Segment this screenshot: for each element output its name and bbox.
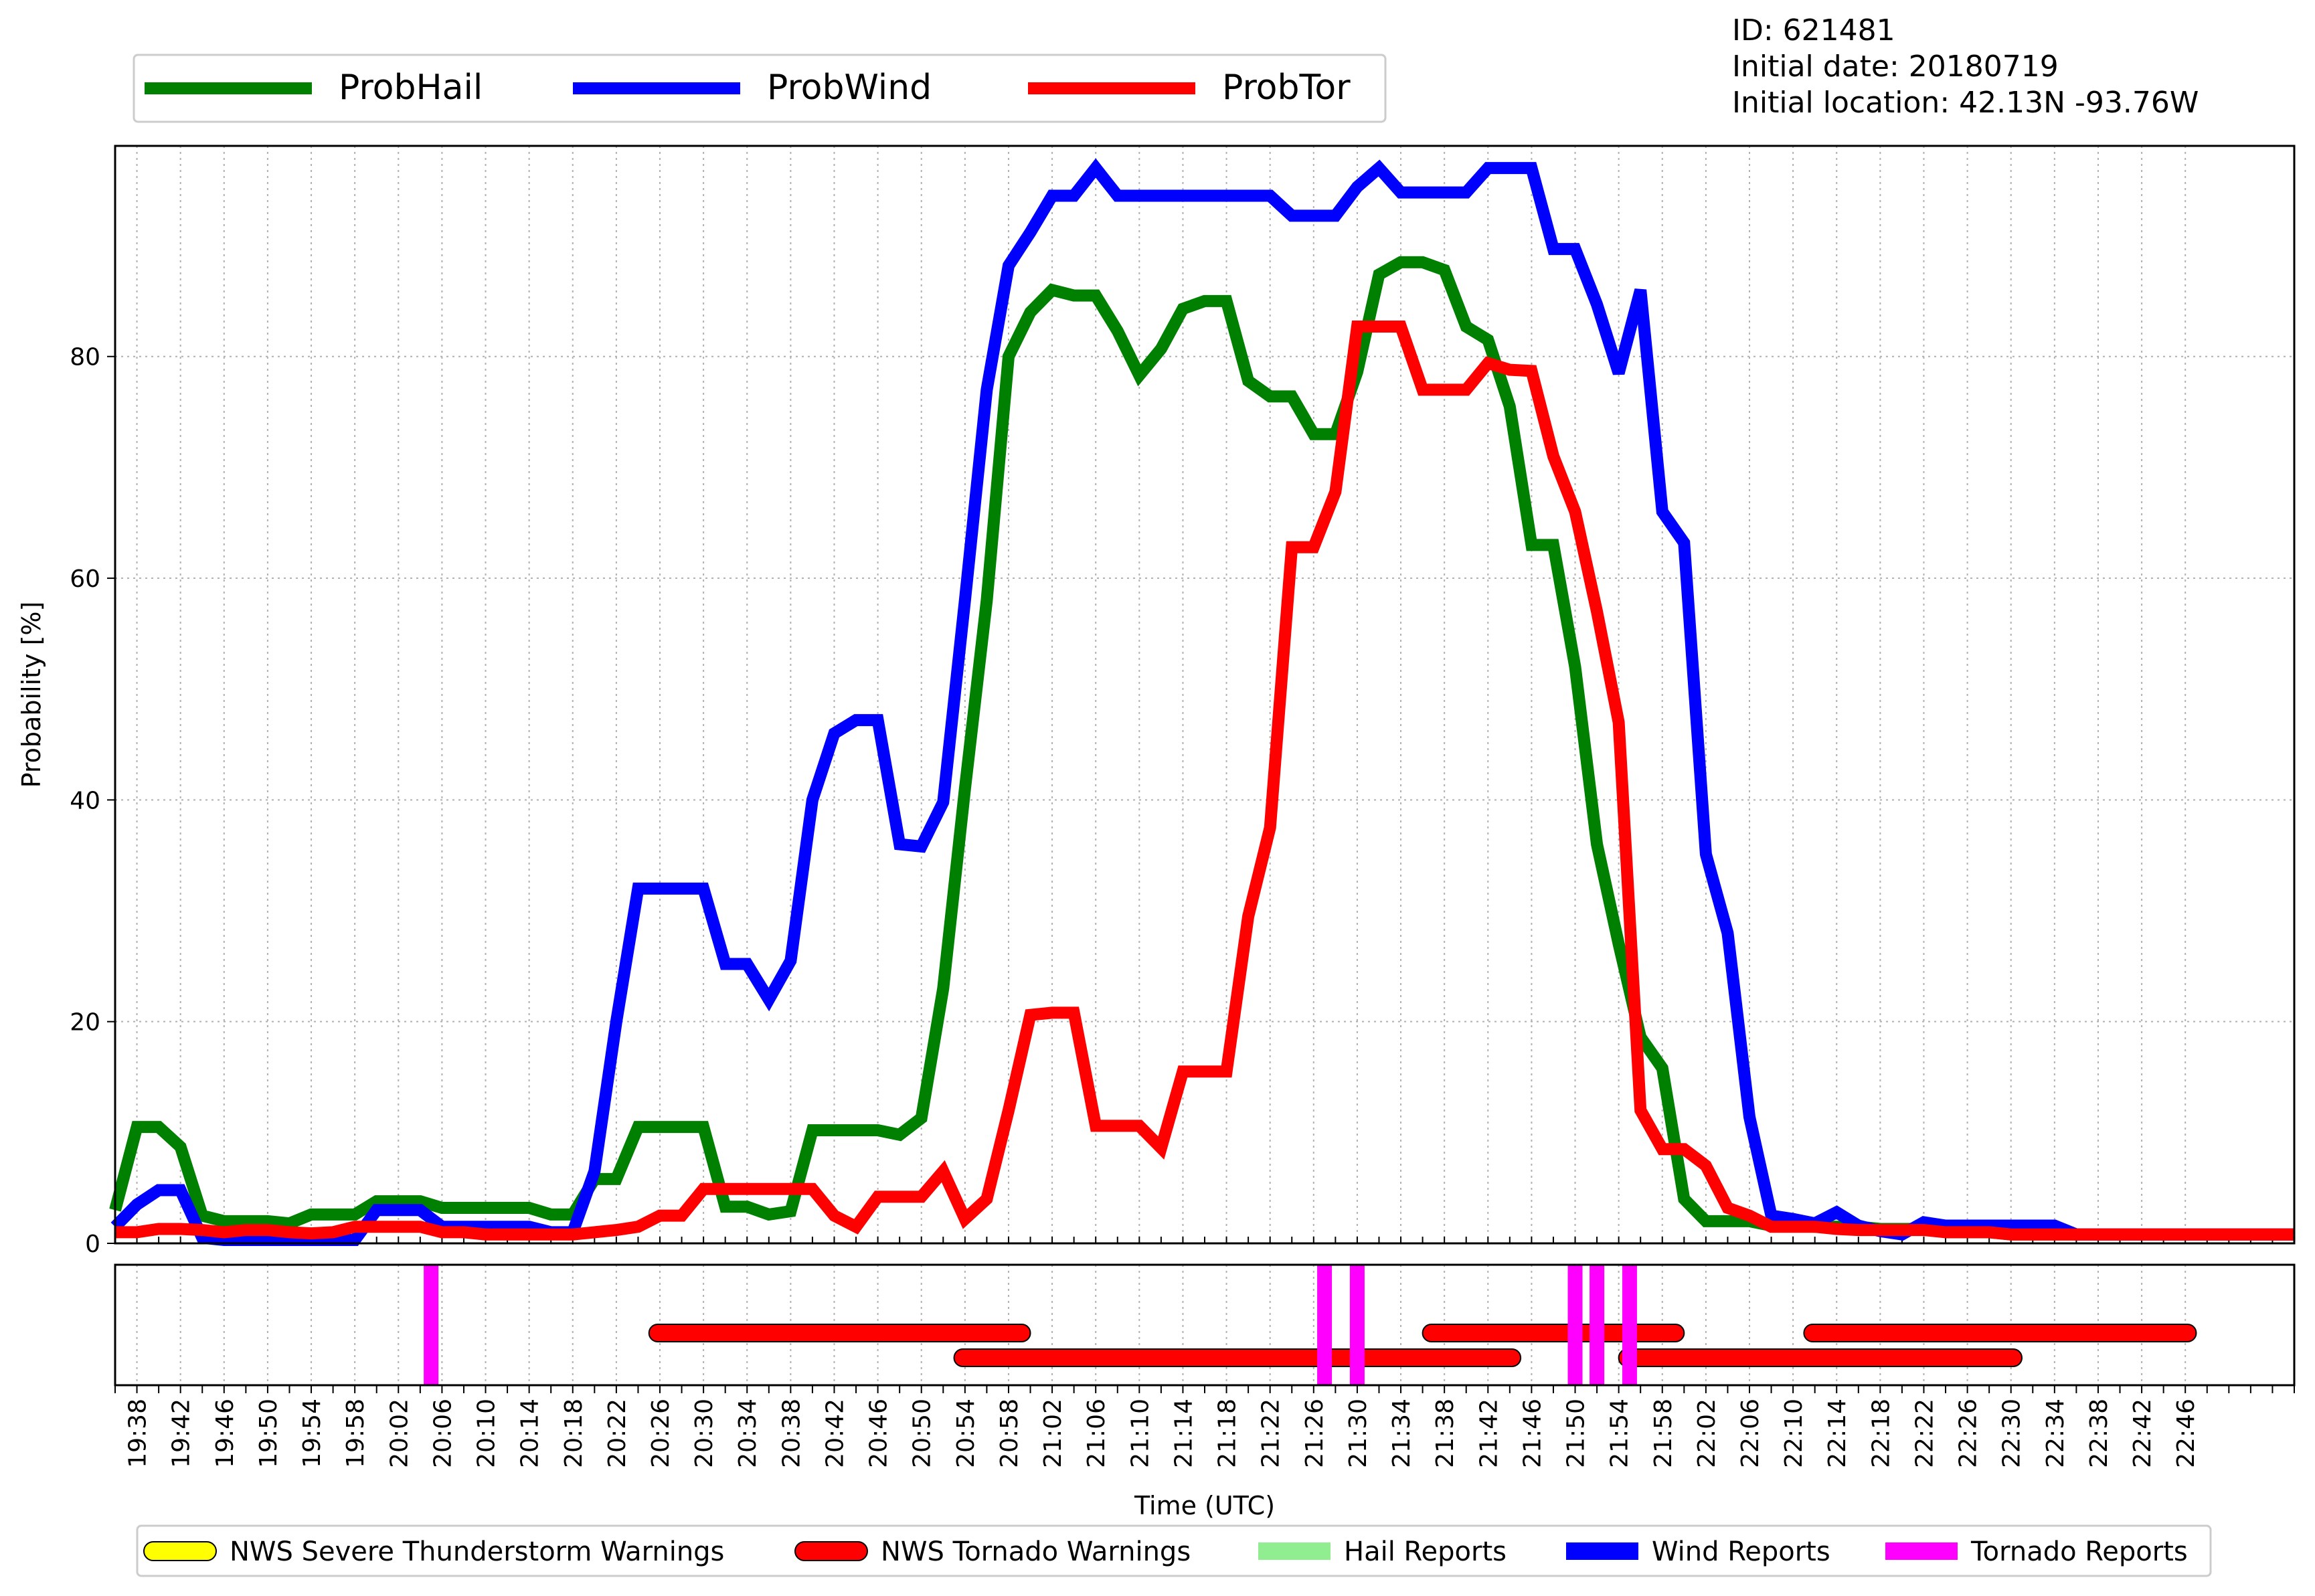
x-tick-label: 22:42 xyxy=(2129,1399,2156,1468)
y-tick-label: 0 xyxy=(85,1231,100,1258)
x-tick-label: 20:14 xyxy=(517,1399,544,1468)
legend-label-probtor: ProbTor xyxy=(1222,68,1351,108)
tornado-report-bar xyxy=(1349,1265,1365,1385)
x-tick-label: 20:02 xyxy=(385,1399,413,1468)
info-initial-date: Initial date: 20180719 xyxy=(1732,50,2059,84)
x-tick-label: 20:46 xyxy=(865,1399,893,1468)
info-initial-location: Initial location: 42.13N -93.76W xyxy=(1732,86,2199,120)
tornado-report-bar xyxy=(1622,1265,1637,1385)
legend-swatch-bar xyxy=(1885,1542,1958,1560)
tornado-warning-bar xyxy=(648,1324,1031,1342)
legend-label-probhail: ProbHail xyxy=(339,68,483,108)
tornado-report-bar xyxy=(424,1265,439,1385)
x-tick-label: 20:22 xyxy=(604,1399,631,1468)
x-tick-label: 21:42 xyxy=(1475,1399,1503,1468)
x-tick-label: 22:34 xyxy=(2042,1399,2069,1468)
x-tick-label: 21:58 xyxy=(1650,1399,1677,1468)
top-legend: ProbHail ProbWind ProbTor xyxy=(133,54,1387,123)
x-tick-label: 21:46 xyxy=(1519,1399,1546,1468)
x-tick-label: 20:42 xyxy=(821,1399,849,1468)
tornado-warning-bar xyxy=(1803,1324,2197,1342)
bottom-legend: NWS Severe Thunderstorm Warnings NWS Torn… xyxy=(136,1524,2212,1577)
top-plot-series xyxy=(109,158,2294,1246)
x-tick-label: 19:46 xyxy=(211,1399,239,1468)
x-tick-label: 20:30 xyxy=(691,1399,718,1468)
top-plot-frame xyxy=(114,145,2296,1245)
x-tick-label: 19:38 xyxy=(124,1399,152,1468)
y-tick-label: 40 xyxy=(70,787,100,814)
x-tick-label: 19:42 xyxy=(168,1399,195,1468)
legend-swatch-capsule xyxy=(143,1541,217,1561)
bottom-plot-events xyxy=(424,1265,2197,1385)
x-tick-label: 21:14 xyxy=(1170,1399,1197,1468)
x-tick-label: 21:50 xyxy=(1563,1399,1590,1468)
tornado-warning-bar xyxy=(1618,1348,2023,1367)
x-tick-label: 20:26 xyxy=(647,1399,675,1468)
x-tick-label: 22:38 xyxy=(2085,1399,2113,1468)
legend-swatch-bar xyxy=(1258,1542,1331,1560)
x-tick-label: 20:06 xyxy=(429,1399,456,1468)
y-axis: 0 20 40 60 80 xyxy=(70,344,115,1258)
legend-label-bottom: NWS Tornado Warnings xyxy=(881,1536,1191,1567)
legend-label-bottom: NWS Severe Thunderstorm Warnings xyxy=(230,1536,724,1567)
x-tick-label: 21:30 xyxy=(1345,1399,1372,1468)
x-tick-label: 20:38 xyxy=(778,1399,805,1468)
tornado-warning-bar xyxy=(953,1348,1522,1367)
legend-swatch-capsule xyxy=(794,1541,868,1561)
x-tick-label: 22:10 xyxy=(1780,1399,1808,1468)
x-tick-label: 21:10 xyxy=(1126,1399,1154,1468)
x-tick-label: 22:30 xyxy=(1998,1399,2026,1468)
x-tick-label: 22:06 xyxy=(1737,1399,1764,1468)
x-tick-label: 19:58 xyxy=(342,1399,369,1468)
x-tick-label: 19:54 xyxy=(298,1399,326,1468)
x-tick-label: 22:02 xyxy=(1693,1399,1721,1468)
tornado-report-bar xyxy=(1590,1265,1605,1385)
x-axis-label: Time (UTC) xyxy=(1134,1491,1275,1520)
x-tick-label: 21:06 xyxy=(1083,1399,1110,1468)
top-plot-grid xyxy=(114,146,2295,1244)
x-tick-label: 22:14 xyxy=(1824,1399,1851,1468)
legend-label-bottom: Hail Reports xyxy=(1344,1536,1507,1567)
x-tick-label: 20:50 xyxy=(909,1399,936,1468)
x-tick-label: 19:50 xyxy=(255,1399,282,1468)
series-line-probwind xyxy=(110,158,2294,1246)
x-tick-label: 22:22 xyxy=(1911,1399,1938,1468)
legend-label-bottom: Wind Reports xyxy=(1652,1536,1830,1567)
x-tick-label: 20:58 xyxy=(996,1399,1023,1468)
x-tick-label: 21:02 xyxy=(1039,1399,1067,1468)
y-tick-label: 20 xyxy=(70,1009,100,1037)
y-tick-label: 60 xyxy=(70,565,100,593)
y-axis-label: Probability [%] xyxy=(17,602,46,788)
x-tick-label: 21:38 xyxy=(1432,1399,1459,1468)
y-tick-label: 80 xyxy=(70,344,100,371)
x-tick-label: 20:34 xyxy=(734,1399,762,1468)
info-id: ID: 621481 xyxy=(1732,13,1895,48)
x-tick-label: 22:18 xyxy=(1867,1399,1895,1468)
x-tick-label: 20:10 xyxy=(473,1399,501,1468)
x-tick-label: 21:54 xyxy=(1606,1399,1634,1468)
bottom-legend-box xyxy=(136,1524,2212,1577)
x-tick-label: 21:34 xyxy=(1388,1399,1416,1468)
x-tick-label: 20:54 xyxy=(952,1399,980,1468)
x-tick-label: 22:26 xyxy=(1955,1399,1982,1468)
series-line-probtor xyxy=(115,321,2294,1241)
tornado-warning-bar xyxy=(1422,1324,1685,1342)
tornado-report-bar xyxy=(1567,1265,1583,1385)
tornado-report-bar xyxy=(1317,1265,1333,1385)
top-legend-box xyxy=(133,54,1387,123)
x-tick-label: 22:46 xyxy=(2172,1399,2200,1468)
legend-swatch-bar xyxy=(1566,1542,1638,1560)
legend-label-bottom: Tornado Reports xyxy=(1970,1536,2188,1567)
x-tick-label: 21:26 xyxy=(1301,1399,1328,1468)
x-tick-label: 20:18 xyxy=(560,1399,588,1468)
legend-label-probwind: ProbWind xyxy=(767,68,932,108)
x-tick-label: 21:22 xyxy=(1258,1399,1285,1468)
x-axis: 19:38 19:42 19:46 19:50 19:54 19:58 20:02 20:06… xyxy=(114,1385,2295,1468)
x-tick-label: 21:18 xyxy=(1214,1399,1241,1468)
